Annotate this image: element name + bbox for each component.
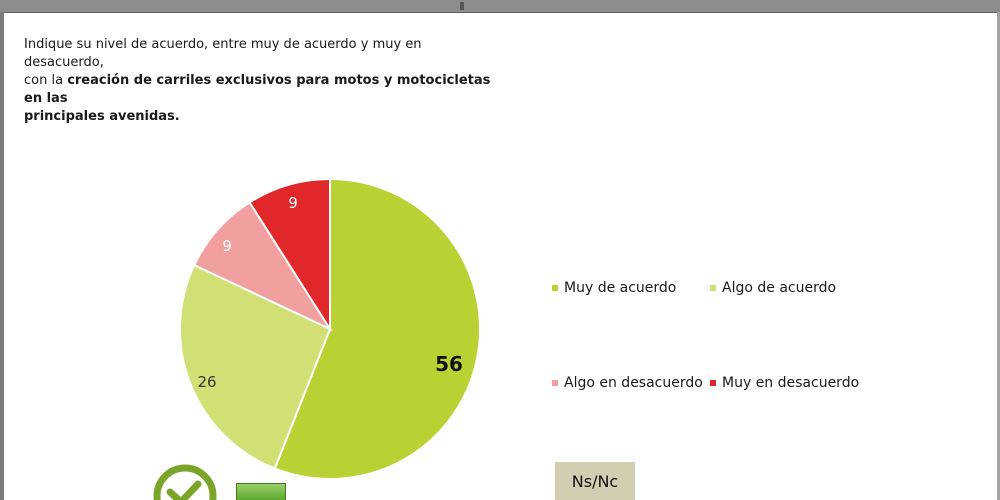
left-border (0, 12, 4, 500)
question-line-2: con la creación de carriles exclusivos p… (24, 72, 504, 108)
slice-algo-en-desacuerdo-value-label: 9 (222, 237, 232, 255)
legend-label: Algo de acuerdo (722, 280, 837, 296)
question-text: Indique su nivel de acuerdo, entre muy d… (24, 36, 504, 126)
legend-swatch (552, 285, 558, 291)
legend-label: Muy en desacuerdo (722, 375, 860, 391)
question-line-3: principales avenidas. (24, 109, 180, 124)
legend-swatch (552, 380, 558, 386)
legend-item-algo-en-desacuerdo: Algo en desacuerdo (552, 375, 703, 391)
right-border (997, 12, 1000, 500)
slice-algo-de-acuerdo (179, 263, 332, 470)
question-line-2-bold: creación de carriles exclusivos para mot… (24, 73, 491, 106)
slice-muy-en-desacuerdo (248, 177, 331, 333)
legend-swatch (710, 285, 716, 291)
top-bar-notch (460, 2, 464, 10)
nsnc-label: Ns/Nc (571, 471, 619, 491)
check-circle-icon[interactable] (152, 462, 232, 500)
slice-algo-en-desacuerdo (192, 200, 333, 332)
slice-muy-de-acuerdo (273, 177, 481, 480)
legend-item-muy-de-acuerdo: Muy de acuerdo (552, 280, 676, 296)
question-line-1: Indique su nivel de acuerdo, entre muy d… (24, 37, 422, 70)
legend-label: Algo en desacuerdo (564, 375, 703, 391)
top-window-bar (0, 0, 1000, 13)
legend-item-algo-de-acuerdo: Algo de acuerdo (710, 280, 836, 296)
slice-muy-en-desacuerdo-value-label: 9 (288, 194, 298, 212)
slice-algo-de-acuerdo-value-label: 26 (197, 373, 216, 391)
legend-label: Muy de acuerdo (564, 280, 677, 296)
legend-item-muy-en-desacuerdo: Muy en desacuerdo (710, 375, 859, 391)
question-line-2-prefix: con la (24, 73, 68, 88)
green-square-icon[interactable] (236, 483, 286, 500)
legend-swatch (710, 380, 716, 386)
nsnc-button[interactable]: Ns/Nc (555, 462, 635, 500)
slice-muy-de-acuerdo-value-label: 56 (435, 352, 463, 376)
